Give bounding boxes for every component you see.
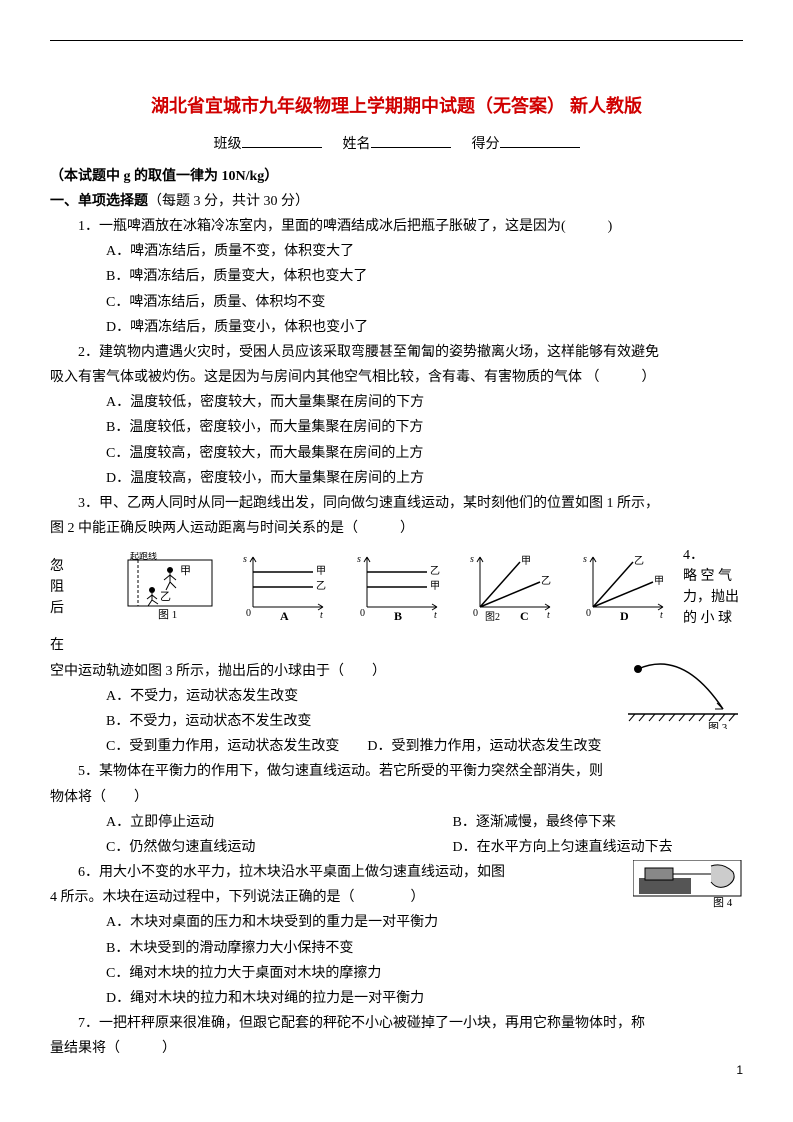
q6-opt-d: D．绳对木块的拉力和木块对绳的拉力是一对平衡力 <box>50 986 743 1011</box>
q3-stem-1: 3．甲、乙两人同时从同一起跑线出发，同向做匀速直线运动，某时刻他们的位置如图 1… <box>50 491 743 516</box>
section-1-heading: 一、单项选择题（每题 3 分，共计 30 分） <box>50 189 743 214</box>
chart-b-jia: 甲 <box>430 581 440 592</box>
chart-a-o: 0 <box>246 608 251 619</box>
side-1: 4． <box>683 545 743 566</box>
q5-opt-c: C．仍然做匀速直线运动 <box>50 835 397 860</box>
score-label: 得分 <box>472 137 500 152</box>
chart-a-s: s <box>243 554 247 565</box>
q5-stem-2: 物体将（ ） <box>50 785 743 810</box>
fig1-yi: 乙 <box>160 590 171 603</box>
q6-opt-a: A．木块对桌面的压力和木块受到的重力是一对平衡力 <box>50 910 743 935</box>
q1-opt-a: A．啤酒冻结后，质量不变，体积变大了 <box>50 239 743 264</box>
q2-opt-d: D．温度较高，密度较小，而大量集聚在房间的上方 <box>50 466 743 491</box>
figure-3: 图 3 <box>623 659 743 729</box>
chart-c-s: s <box>470 554 474 565</box>
chart-d-o: 0 <box>586 608 591 619</box>
top-rule <box>50 40 743 41</box>
q2-stem-2: 吸入有害气体或被灼伤。这是因为与房间内其他空气相比较，含有毒、有害物质的气体 （… <box>50 365 743 390</box>
q5-row-ab: A．立即停止运动 B．逐渐减慢，最终停下来 <box>50 810 743 835</box>
q2-opt-a: A．温度较低，密度较大，而大量集聚在房间的下方 <box>50 390 743 415</box>
q2-opt-b: B．温度较低，密度较小，而大量集聚在房间的下方 <box>50 415 743 440</box>
q1-opt-c: C．啤酒冻结后，质量、体积均不变 <box>50 290 743 315</box>
chart-c-jia: 甲 <box>521 556 531 567</box>
class-label: 班级 <box>214 137 242 152</box>
chart-d-yi: 乙 <box>634 555 644 567</box>
chart-a-yi: 乙 <box>316 580 326 592</box>
side-2: 略 空 气 <box>683 566 743 587</box>
chart-d-t: t <box>660 610 663 621</box>
chart-b-t: t <box>434 610 437 621</box>
q7-stem-2: 量结果将（ ） <box>50 1036 743 1061</box>
fig3-label: 图 3 <box>708 721 728 729</box>
leftcol-3: 后 <box>50 598 110 619</box>
chart-c: 甲 乙 s t 0 图2 C <box>456 552 563 622</box>
class-blank <box>242 133 322 148</box>
figure-row: 忽 阻 后 起跑线 甲 乙 图 1 甲 乙 s t <box>50 545 743 629</box>
chart-c-yi: 乙 <box>541 575 551 587</box>
q5-row-cd: C．仍然做匀速直线运动 D．在水平方向上匀速直线运动下去 <box>50 835 743 860</box>
q1-stem: 1．一瓶啤酒放在冰箱冷冻室内，里面的啤酒结成冰后把瓶子胀破了，这是因为( ) <box>50 214 743 239</box>
q2-stem-1: 2．建筑物内遭遇火灾时，受困人员应该采取弯腰甚至匍匐的姿势撤离火场，这样能够有效… <box>50 340 743 365</box>
chart-c-label: C <box>520 609 529 622</box>
figure-1: 起跑线 甲 乙 图 1 <box>116 552 223 622</box>
chart-d-s: s <box>583 554 587 565</box>
q5-stem-1: 5．某物体在平衡力的作用下，做匀速直线运动。若它所受的平衡力突然全部消失，则 <box>50 759 743 784</box>
info-row: 班级 姓名 得分 <box>50 132 743 157</box>
q7-stem-1: 7．一把杆秤原来很准确，但跟它配套的秤砣不小心被碰掉了一小块，再用它称量物体时，… <box>50 1011 743 1036</box>
fig1-qipao-label: 起跑线 <box>130 552 157 561</box>
left-side-text: 忽 阻 后 <box>50 556 110 619</box>
q1-opt-d: D．啤酒冻结后，质量变小，体积也变小了 <box>50 315 743 340</box>
right-side-text: 4． 略 空 气 力，抛出 的 小 球 <box>683 545 743 629</box>
chart-b: 乙 甲 s t 0 B <box>343 552 450 622</box>
page-title: 湖北省宜城市九年级物理上学期期中试题（无答案） 新人教版 <box>50 90 743 122</box>
fig1-jia: 甲 <box>180 565 191 577</box>
leftcol-2: 阻 <box>50 577 110 598</box>
chart-d-jia: 甲 <box>654 576 664 587</box>
chart-b-label: B <box>394 609 402 622</box>
chart-d: 乙 甲 s t 0 D <box>570 552 677 622</box>
chart-b-o: 0 <box>360 608 365 619</box>
chart-b-yi: 乙 <box>430 565 440 577</box>
section-1-sub: （每题 3 分，共计 30 分） <box>148 194 309 209</box>
chart-d-label: D <box>620 609 629 622</box>
q3-stem-2: 图 2 中能正确反映两人运动距离与时间关系的是（ ） <box>50 516 743 541</box>
q1-opt-b: B．啤酒冻结后，质量变大，体积也变大了 <box>50 264 743 289</box>
leftcol-1: 忽 <box>50 556 110 577</box>
chart-c-o: 0 <box>473 608 478 619</box>
q5-opt-d: D．在水平方向上匀速直线运动下去 <box>397 835 744 860</box>
figure-4: 图 4 <box>633 860 743 908</box>
name-blank <box>371 133 451 148</box>
q6-opt-b: B．木块受到的滑动摩擦力大小保持不变 <box>50 936 743 961</box>
chart-a: 甲 乙 s t 0 A <box>229 552 336 622</box>
score-blank <box>500 133 580 148</box>
chart-b-s: s <box>357 554 361 565</box>
q2-opt-c: C．温度较高，密度较大，而大最集聚在房间的上方 <box>50 441 743 466</box>
q6-opt-c: C．绳对木块的拉力大于桌面对木块的摩擦力 <box>50 961 743 986</box>
fig4-label: 图 4 <box>713 896 733 908</box>
section-1-title: 一、单项选择题 <box>50 194 148 209</box>
q5-opt-a: A．立即停止运动 <box>50 810 397 835</box>
chart-a-jia: 甲 <box>316 566 326 577</box>
exam-note: （本试题中 g 的取值一律为 10N/kg） <box>50 164 743 189</box>
page-number: 1 <box>736 1060 743 1082</box>
q4-opt-cd: C．受到重力作用，运动状态发生改变 D．受到推力作用，运动状态发生改变 <box>50 734 743 759</box>
side-4: 的 小 球 <box>683 608 743 629</box>
chart-c-fig2: 图2 <box>485 611 500 622</box>
fig1-label: 图 1 <box>158 608 177 621</box>
side-3: 力，抛出 <box>683 587 743 608</box>
leftcol-4: 在 <box>50 633 743 658</box>
chart-c-t: t <box>547 610 550 621</box>
chart-a-t: t <box>320 610 323 621</box>
chart-a-label: A <box>280 609 289 622</box>
name-label: 姓名 <box>343 137 371 152</box>
q5-opt-b: B．逐渐减慢，最终停下来 <box>397 810 744 835</box>
